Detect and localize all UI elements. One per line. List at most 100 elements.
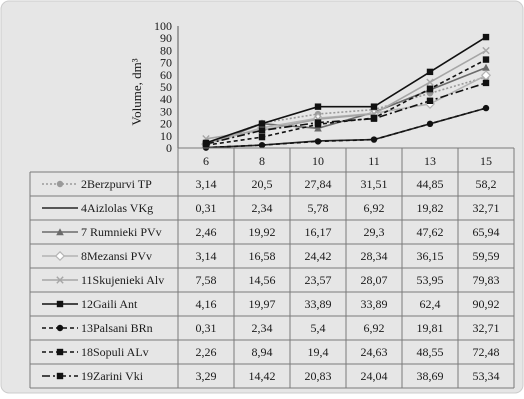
- data-label: 2,34: [252, 201, 273, 215]
- data-label: 0,31: [196, 201, 217, 215]
- data-point: [258, 120, 266, 127]
- legend-label: 19Zarini Vki: [81, 369, 144, 383]
- data-label: 65,94: [473, 225, 500, 239]
- series-line: [205, 58, 487, 146]
- data-label: 14,56: [249, 273, 276, 287]
- series-line: [205, 36, 487, 144]
- y-tick-label: 30: [160, 104, 172, 118]
- legend-label: 13Palsani BRn: [81, 321, 153, 335]
- data-point: [370, 115, 378, 122]
- data-label: 19,81: [417, 321, 444, 335]
- data-label: 6,92: [364, 321, 385, 335]
- y-tick-label: 60: [160, 68, 172, 82]
- legend-marker: [56, 180, 64, 188]
- data-label: 32,71: [473, 321, 500, 335]
- y-tick-label: 100: [154, 19, 172, 33]
- data-point: [482, 63, 490, 71]
- data-label: 79,83: [473, 273, 500, 287]
- data-label: 32,71: [473, 201, 500, 215]
- data-label: 14,42: [249, 369, 276, 383]
- legend-label: 2Berzpurvi TP: [81, 177, 152, 191]
- legend-label: 4Aizlolas VKg: [81, 201, 153, 215]
- y-tick-label: 40: [160, 92, 172, 106]
- data-point: [258, 133, 266, 141]
- legend-label: 7 Rumnieki PVv: [81, 225, 162, 239]
- legend-label: 18Sopuli ALv: [81, 345, 149, 359]
- data-point: [482, 46, 490, 55]
- data-point: [314, 119, 322, 126]
- legend-marker: [56, 348, 64, 356]
- data-point: [370, 136, 378, 143]
- data-label: 5,78: [308, 201, 329, 215]
- data-label: 38,69: [417, 369, 444, 383]
- y-tick-label: 10: [160, 129, 172, 143]
- x-tick-label: 10: [312, 154, 324, 168]
- data-label: 19,4: [308, 345, 329, 359]
- data-point: [314, 103, 322, 110]
- legend-marker: [56, 276, 64, 284]
- data-label: 4,16: [196, 297, 217, 311]
- data-point: [482, 79, 490, 87]
- data-point: [258, 141, 266, 149]
- y-tick-label: 80: [160, 43, 172, 57]
- data-point: [370, 103, 378, 110]
- data-label: 28,07: [361, 273, 388, 287]
- data-point: [426, 78, 434, 86]
- data-label: 23,57: [305, 273, 332, 287]
- data-label: 24,42: [305, 249, 332, 263]
- data-label: 24,63: [361, 345, 388, 359]
- y-tick-label: 70: [160, 56, 172, 70]
- data-point: [482, 104, 490, 112]
- series-line: [205, 82, 487, 145]
- data-label: 29,3: [364, 225, 385, 239]
- legend-label: 12Gaili Ant: [81, 297, 138, 311]
- data-point: [258, 127, 266, 134]
- data-label: 20,5: [252, 177, 273, 191]
- data-label: 27,84: [305, 177, 332, 191]
- data-label: 19,82: [417, 201, 444, 215]
- data-label: 24,04: [361, 369, 388, 383]
- data-label: 28,34: [361, 249, 388, 263]
- x-tick-label: 8: [259, 154, 265, 168]
- data-label: 53,95: [417, 273, 444, 287]
- data-point: [426, 120, 434, 128]
- data-label: 48,55: [417, 345, 444, 359]
- data-point: [314, 138, 322, 145]
- y-tick-label: 0: [166, 141, 172, 155]
- data-label: 72,48: [473, 345, 500, 359]
- data-label: 8,94: [252, 345, 273, 359]
- data-label: 2,26: [196, 345, 217, 359]
- data-label: 33,89: [305, 297, 332, 311]
- data-point: [426, 85, 434, 92]
- data-label: 36,15: [417, 249, 444, 263]
- data-point: [480, 70, 492, 81]
- x-tick-label: 13: [424, 154, 436, 168]
- legend-marker: [54, 250, 66, 262]
- legend-marker: [56, 372, 64, 380]
- data-label: 20,83: [305, 369, 332, 383]
- data-label: 33,89: [361, 297, 388, 311]
- data-table: 6 8 10 11 13 15 2Berzpurvi TP 3,14 20,5 27,84 31,5…: [29, 147, 515, 389]
- data-label: 90,92: [473, 297, 500, 311]
- data-label: 44,85: [417, 177, 444, 191]
- x-tick-label: 15: [480, 154, 492, 168]
- y-tick-label: 90: [160, 31, 172, 45]
- data-point: [202, 140, 210, 148]
- y-tick-label: 20: [160, 117, 172, 131]
- data-label: 3,14: [196, 249, 217, 263]
- data-label: 19,97: [249, 297, 276, 311]
- legend-marker: [56, 324, 64, 332]
- data-label: 53,34: [473, 369, 500, 383]
- data-label: 7,58: [196, 273, 217, 287]
- legend-label: 8Mezansi PVv: [81, 249, 152, 263]
- legend-marker: [56, 300, 64, 308]
- y-tick-label: 50: [160, 80, 172, 94]
- data-label: 6,92: [364, 201, 385, 215]
- data-label: 31,51: [361, 177, 388, 191]
- y-axis-title: Volume, dm³: [129, 58, 144, 125]
- data-label: 19,92: [249, 225, 276, 239]
- data-label: 16,17: [305, 225, 332, 239]
